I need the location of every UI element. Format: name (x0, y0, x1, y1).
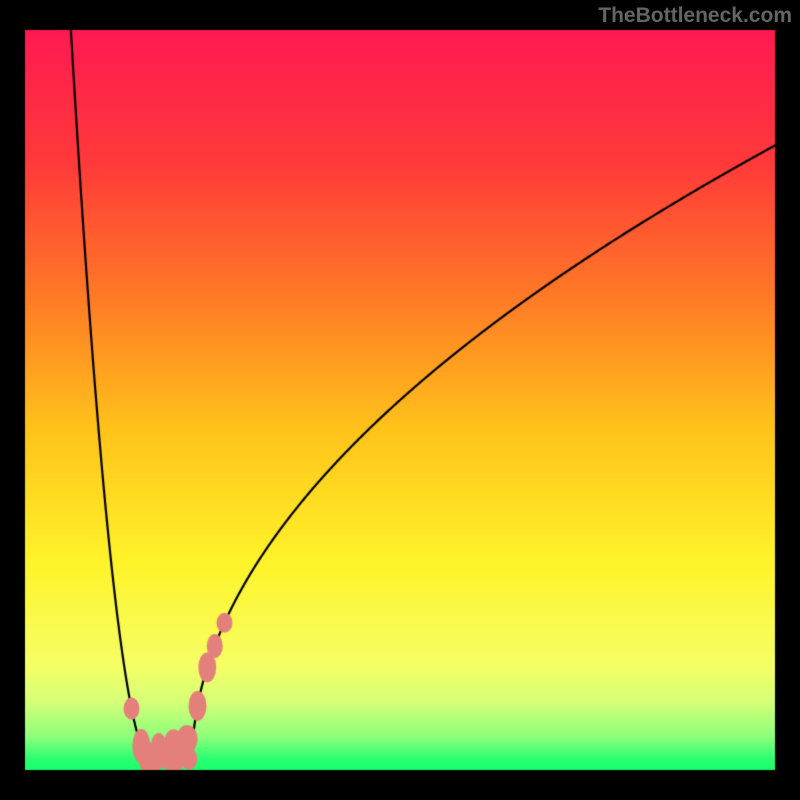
bottleneck-chart-canvas (0, 0, 800, 800)
watermark-text: TheBottleneck.com (598, 4, 792, 28)
